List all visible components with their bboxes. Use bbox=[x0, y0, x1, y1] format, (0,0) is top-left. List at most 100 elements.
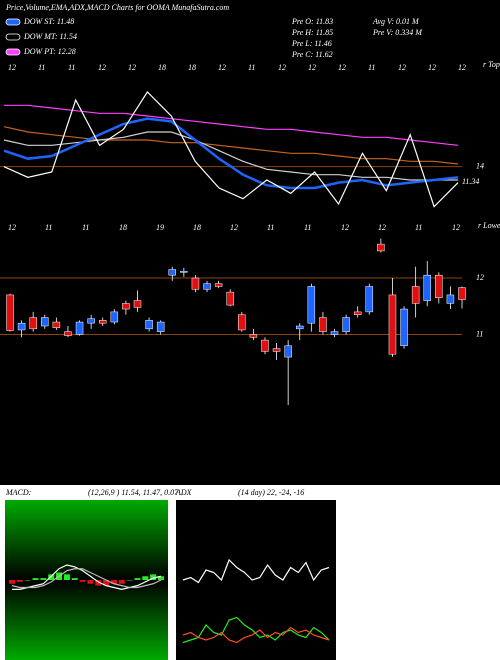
candle-body bbox=[238, 314, 246, 331]
candle-body bbox=[261, 339, 269, 352]
macd-subtitle: (12,26,9 ) 11.54, 11.47, 0.07 bbox=[88, 488, 179, 497]
line bbox=[11, 568, 162, 589]
legend-label: DOW ST: 11.48 bbox=[23, 17, 74, 26]
candle-body bbox=[435, 274, 443, 299]
date-label: 11 bbox=[304, 223, 311, 232]
date-label: 18 bbox=[193, 223, 201, 232]
candle-body bbox=[353, 311, 362, 315]
histogram-bar bbox=[16, 580, 23, 582]
histogram-bar bbox=[9, 580, 15, 584]
candle-body bbox=[87, 318, 95, 324]
title: Price,Volume,EMA,ADX,MACD Charts for OOM… bbox=[5, 3, 229, 12]
candle-body bbox=[180, 270, 188, 273]
legend-swatch bbox=[5, 18, 21, 26]
histogram-bar bbox=[79, 580, 86, 582]
date-label: 11 bbox=[368, 63, 375, 72]
date-label: 18 bbox=[119, 223, 127, 232]
legend-label: DOW MT: 11.54 bbox=[23, 32, 77, 41]
histogram-bar bbox=[95, 580, 102, 586]
date-label: 18 bbox=[188, 63, 196, 72]
candle-body bbox=[249, 334, 258, 338]
date-label: 12 bbox=[428, 63, 436, 72]
candle-body bbox=[272, 348, 281, 352]
date-label: 12 bbox=[378, 223, 386, 232]
candle-body bbox=[41, 317, 49, 327]
date-label: 12 bbox=[458, 63, 466, 72]
histogram-bar bbox=[158, 576, 164, 580]
y-tick-label: 12 bbox=[476, 273, 484, 282]
legend-swatch bbox=[5, 33, 21, 41]
date-label: 11 bbox=[45, 223, 52, 232]
candle-body bbox=[145, 320, 153, 330]
candle-body bbox=[6, 294, 14, 331]
legend-swatch bbox=[5, 48, 21, 56]
candle-body bbox=[400, 308, 408, 347]
date-label: 12 bbox=[230, 223, 238, 232]
candle-body bbox=[191, 277, 200, 290]
line bbox=[12, 564, 162, 590]
date-label: 12 bbox=[278, 63, 286, 72]
date-label: 11 bbox=[267, 223, 274, 232]
date-label: 11 bbox=[415, 223, 422, 232]
histogram-bar bbox=[134, 578, 141, 580]
date-label: 18 bbox=[158, 63, 166, 72]
info: Pre V: 0.334 M bbox=[372, 28, 423, 37]
candle-body bbox=[423, 274, 431, 301]
background bbox=[0, 0, 500, 485]
histogram-bar bbox=[142, 576, 149, 580]
line bbox=[4, 104, 459, 146]
date-label: 12 bbox=[8, 63, 16, 72]
date-label: 12 bbox=[341, 223, 349, 232]
candle-body bbox=[307, 286, 316, 324]
date-label: 11 bbox=[82, 223, 89, 232]
candle-body bbox=[388, 294, 397, 355]
candle-body bbox=[377, 243, 385, 252]
date-label: 11 bbox=[38, 63, 45, 72]
histogram-bar bbox=[118, 580, 125, 584]
candle-body bbox=[203, 283, 211, 290]
candle-body bbox=[122, 303, 130, 310]
adx-title: ADX bbox=[175, 488, 193, 497]
tag-low: r Lowes bbox=[478, 221, 500, 230]
tag-top: r Topa bbox=[483, 60, 500, 69]
date-label: 12 bbox=[338, 63, 346, 72]
histogram-bar bbox=[63, 574, 70, 580]
legend-label: DOW PT: 12.28 bbox=[23, 47, 76, 56]
info: Pre L: 11.46 bbox=[291, 39, 332, 48]
histogram-bar bbox=[87, 580, 94, 584]
histogram-bar bbox=[150, 574, 157, 580]
candle-body bbox=[75, 321, 84, 335]
info: Pre C: 11.62 bbox=[291, 50, 333, 59]
candle-body bbox=[226, 291, 234, 306]
line bbox=[182, 616, 330, 644]
candle-body bbox=[52, 321, 61, 328]
last-label: 11.34 bbox=[462, 177, 479, 186]
macd-panel bbox=[5, 500, 168, 660]
candle-body bbox=[365, 286, 374, 313]
candle-body bbox=[214, 283, 223, 287]
adx-subtitle: (14 day) 22, -24, -16 bbox=[238, 488, 304, 497]
histogram-bar bbox=[126, 580, 133, 581]
candle-body bbox=[168, 269, 177, 276]
candle-body bbox=[458, 287, 466, 300]
info: Avg V: 0.01 M bbox=[372, 17, 420, 26]
date-label: 12 bbox=[128, 63, 136, 72]
histogram-bar bbox=[48, 574, 55, 580]
candle-body bbox=[411, 286, 420, 304]
y-tick-label: 14 bbox=[476, 161, 484, 170]
info: Pre O: 11.83 bbox=[291, 17, 333, 26]
candle-body bbox=[156, 321, 165, 332]
candle-body bbox=[110, 311, 119, 323]
info: Pre H: 11.85 bbox=[291, 28, 333, 37]
histogram-bar bbox=[110, 580, 117, 584]
histogram-bar bbox=[32, 578, 39, 580]
histogram-bar bbox=[71, 578, 78, 580]
date-label: 19 bbox=[156, 223, 164, 232]
histogram-bar bbox=[24, 580, 31, 581]
candle-body bbox=[295, 325, 304, 330]
date-label: 12 bbox=[8, 223, 16, 232]
y-tick-label: 11 bbox=[476, 329, 483, 338]
date-label: 12 bbox=[308, 63, 316, 72]
date-label: 12 bbox=[98, 63, 106, 72]
